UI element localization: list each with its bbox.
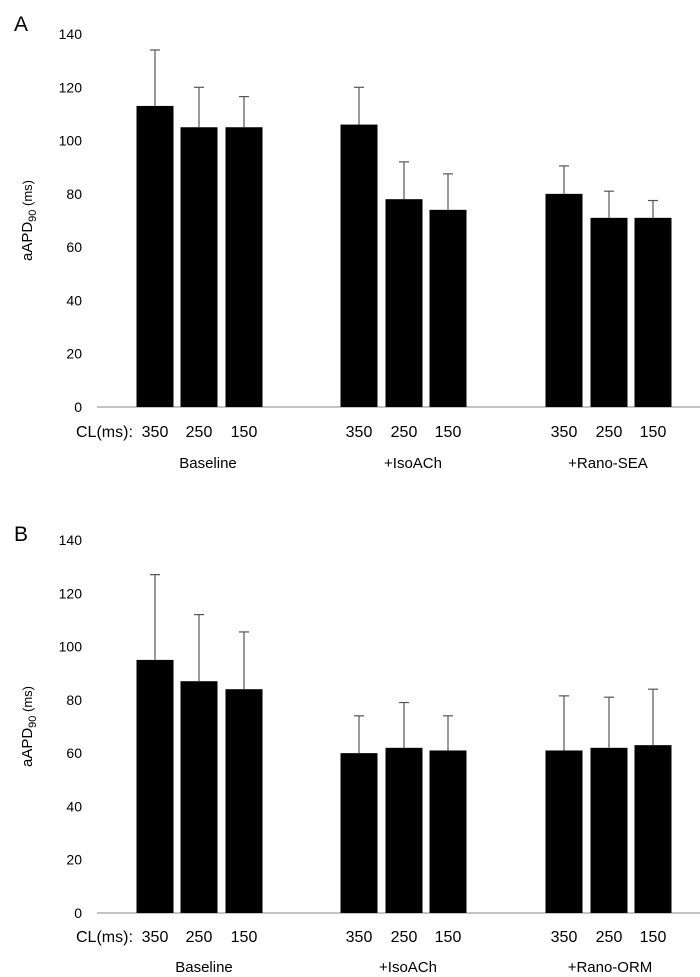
y-tick-label: 0	[74, 905, 82, 921]
bar	[180, 681, 218, 913]
bar	[225, 127, 263, 407]
y-tick-label: 80	[66, 186, 82, 202]
x-tick-label: 150	[435, 929, 462, 946]
group-label: +Rano-ORM	[568, 959, 653, 976]
group-label: Baseline	[179, 455, 237, 472]
y-tick-label: 20	[66, 346, 82, 362]
x-tick-label: 350	[346, 424, 373, 441]
x-tick-label: 250	[391, 929, 418, 946]
y-tick-label: 60	[66, 745, 82, 761]
panel-label: B	[14, 523, 28, 546]
x-tick-label: 350	[142, 424, 169, 441]
y-tick-label: 120	[59, 585, 83, 601]
x-tick-label: 250	[391, 424, 418, 441]
x-tick-label: 250	[186, 424, 213, 441]
y-tick-label: 140	[59, 26, 83, 42]
group-label: +IsoACh	[379, 959, 437, 976]
x-tick-label: 350	[142, 929, 169, 946]
y-tick-label: 120	[59, 79, 83, 95]
group-label: Baseline	[175, 959, 233, 976]
bar	[340, 124, 378, 407]
y-tick-label: 60	[66, 239, 82, 255]
bar	[180, 127, 218, 407]
bar	[634, 745, 672, 913]
bar	[429, 750, 467, 913]
x-tick-label: 150	[231, 929, 258, 946]
x-tick-label: 150	[435, 424, 462, 441]
bar	[136, 105, 174, 407]
bar	[429, 209, 467, 407]
bar	[590, 217, 628, 407]
bar	[225, 689, 263, 913]
x-row-label: CL(ms):	[76, 929, 133, 946]
x-tick-label: 250	[186, 929, 213, 946]
bar	[634, 217, 672, 407]
x-tick-label: 150	[640, 929, 667, 946]
x-row-label: CL(ms):	[76, 424, 133, 441]
x-tick-label: 250	[596, 424, 623, 441]
y-axis-label: aAPD90 (ms)	[19, 180, 39, 261]
y-tick-label: 40	[66, 292, 82, 308]
bar	[590, 747, 628, 913]
group-label: +IsoACh	[384, 455, 442, 472]
y-axis-label: aAPD90 (ms)	[19, 686, 39, 767]
x-tick-label: 150	[640, 424, 667, 441]
y-tick-label: 80	[66, 692, 82, 708]
x-tick-label: 150	[231, 424, 258, 441]
x-tick-label: 350	[551, 929, 578, 946]
bar	[136, 659, 174, 913]
x-tick-label: 350	[551, 424, 578, 441]
bar	[340, 753, 378, 913]
x-tick-label: 250	[596, 929, 623, 946]
bar	[545, 750, 583, 913]
panel-label: A	[14, 13, 28, 36]
x-tick-label: 350	[346, 929, 373, 946]
group-label: +Rano-SEA	[568, 455, 648, 472]
bar	[385, 199, 423, 407]
y-tick-label: 40	[66, 798, 82, 814]
y-tick-label: 0	[74, 399, 82, 415]
y-tick-label: 100	[59, 133, 83, 149]
y-tick-label: 140	[59, 532, 83, 548]
bar	[545, 193, 583, 407]
y-tick-label: 20	[66, 852, 82, 868]
bar	[385, 747, 423, 913]
y-tick-label: 100	[59, 639, 83, 655]
